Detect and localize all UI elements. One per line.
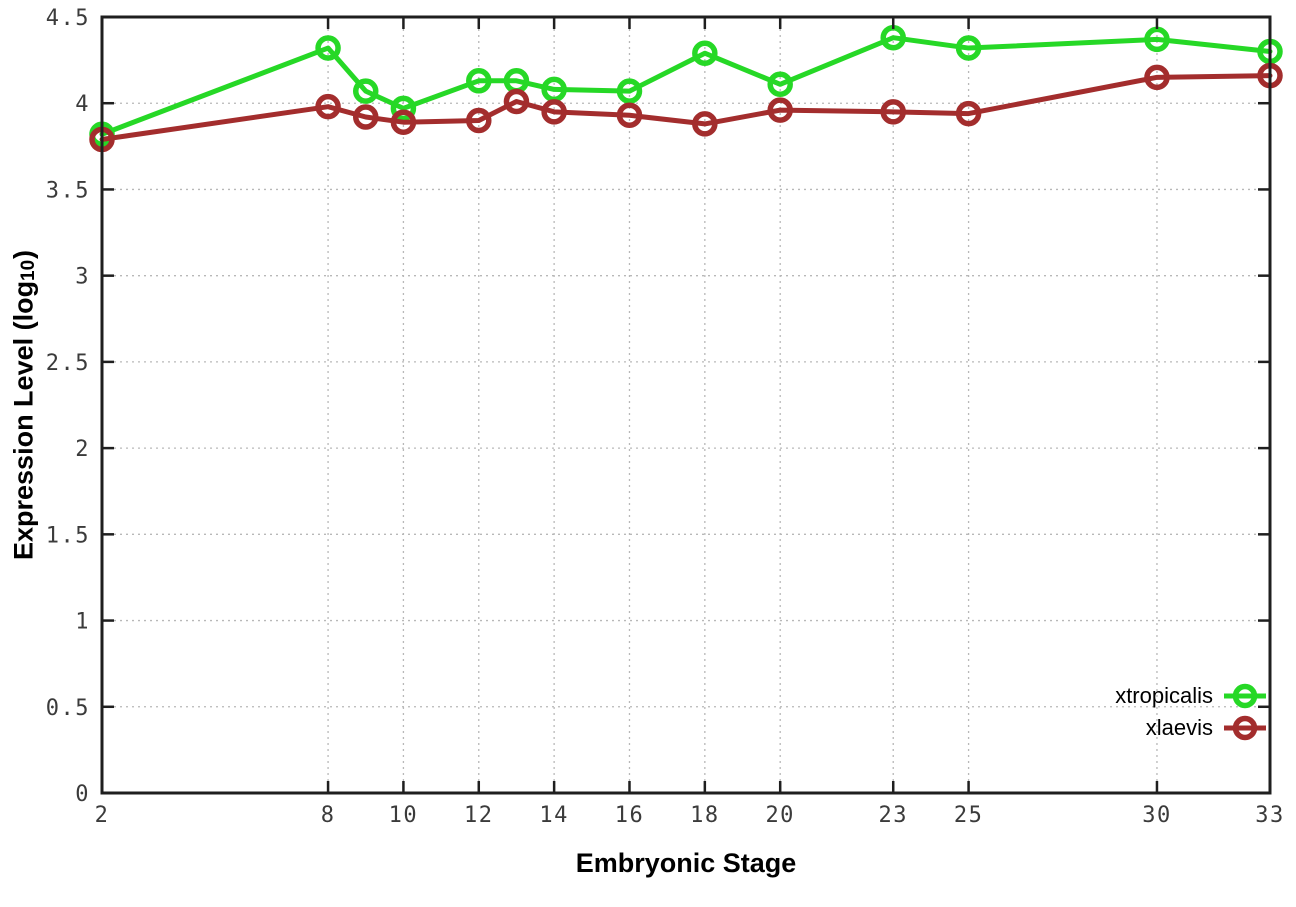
y-axis-title-text: Expression Level (log: [8, 280, 39, 560]
legend: xtropicalis xlaevis: [1115, 683, 1268, 741]
x-tick-label: 33: [1255, 803, 1285, 828]
data-point-xtropicalis: [352, 78, 379, 104]
data-point-xlaevis: [880, 99, 906, 125]
data-point-xlaevis: [352, 104, 379, 130]
data-point-xlaevis: [1144, 64, 1170, 91]
y-tick-label: 1: [75, 610, 90, 635]
y-tick-label: 2.5: [46, 351, 90, 376]
data-point-xlaevis: [466, 107, 492, 134]
x-tick-label: 23: [878, 803, 908, 828]
y-axis-title-subscript: 10: [18, 259, 39, 281]
data-point-xlaevis: [955, 100, 982, 127]
data-point-xtropicalis: [390, 95, 417, 122]
plot-border: [100, 15, 1272, 795]
y-tick-label: 1.5: [46, 523, 90, 548]
y-tick-label: 3.5: [46, 178, 90, 203]
y-tick-label: 4: [75, 92, 90, 117]
y-tick-label: 4.5: [46, 6, 90, 31]
y-tick-label: 0.5: [46, 696, 90, 721]
y-tick-label: 2: [75, 437, 90, 462]
legend-item-xtropicalis: xtropicalis: [1115, 683, 1268, 709]
data-point-xlaevis: [616, 102, 643, 129]
x-tick-label: 18: [690, 803, 720, 828]
x-tick-label: 25: [954, 803, 984, 828]
x-tick-label: 10: [389, 803, 419, 828]
x-axis-title: Embryonic Stage: [575, 848, 797, 878]
y-tick-label: 3: [75, 265, 90, 290]
data-point-xtropicalis: [955, 35, 982, 61]
data-point-xtropicalis: [315, 35, 341, 61]
legend-marker-icon: [1224, 715, 1266, 741]
data-point-xtropicalis: [616, 78, 643, 104]
legend-marker-icon: [1224, 683, 1266, 709]
x-tick-label: 2: [95, 803, 110, 828]
y-axis-title: Expression Level (log 10): [2, 0, 46, 810]
x-tick-label: 20: [765, 803, 795, 828]
data-point-xtropicalis: [466, 68, 492, 94]
y-tick-label: 0: [75, 782, 90, 807]
y-axis-title-suffix: ): [8, 250, 39, 260]
legend-label-xlaevis: xlaevis: [1145, 715, 1213, 740]
x-tick-label: 14: [539, 803, 569, 828]
x-tick-label: 16: [615, 803, 645, 828]
x-tick-label: 30: [1142, 803, 1172, 828]
legend-item-xlaevis: xlaevis: [1146, 715, 1268, 741]
data-point-xlaevis: [503, 88, 530, 115]
data-point-xlaevis: [541, 99, 567, 125]
data-point-xlaevis: [692, 111, 718, 137]
data-point-xtropicalis: [1144, 26, 1170, 53]
x-tick-label: 8: [321, 803, 336, 828]
x-tick-label: 12: [464, 803, 494, 828]
data-point-xtropicalis: [692, 40, 718, 66]
legend-label-xtropicalis: xtropicalis: [1115, 683, 1213, 708]
data-point-xlaevis: [315, 93, 341, 120]
data-point-xlaevis: [767, 97, 793, 123]
data-point-xtropicalis: [767, 71, 793, 98]
data-point-xlaevis: [390, 109, 417, 135]
series-line-xlaevis: [99, 73, 1273, 142]
